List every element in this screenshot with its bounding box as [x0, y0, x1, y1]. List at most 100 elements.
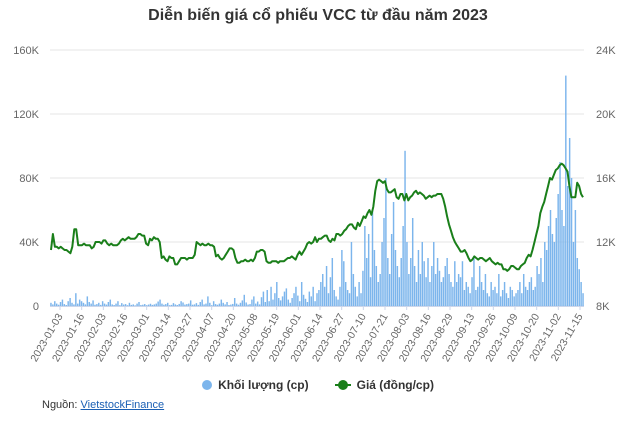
source-link[interactable]: VietstockFinance	[80, 399, 165, 411]
volume-bar	[279, 300, 282, 306]
volume-bar	[220, 299, 223, 306]
volume-bar	[494, 286, 496, 306]
volume-bar	[526, 290, 529, 306]
volume-bar	[482, 290, 485, 306]
volume-bar	[191, 304, 194, 306]
x-axis: 2023-01-032023-01-162023-02-032023-02-16…	[28, 306, 586, 364]
volume-bar	[214, 304, 217, 306]
volume-bar	[480, 282, 483, 306]
volume-bar	[98, 302, 100, 306]
legend: Khối lượng (cp) Giá (đồng/cp)	[0, 378, 636, 392]
volume-bar	[109, 299, 112, 306]
legend-item-price[interactable]: Giá (đồng/cp)	[334, 378, 434, 392]
volume-bar	[434, 274, 437, 306]
volume-bar	[314, 301, 316, 306]
volume-bar	[132, 304, 134, 306]
volume-bar	[268, 301, 270, 306]
volume-bar	[212, 301, 215, 306]
volume-bar	[547, 226, 550, 306]
right-tick-label: 24K	[596, 45, 616, 57]
volume-bar	[54, 301, 56, 306]
volume-bar	[331, 258, 334, 306]
volume-bar	[121, 303, 123, 306]
volume-bar	[113, 305, 115, 306]
volume-bar	[415, 282, 418, 306]
volume-bar	[239, 302, 242, 306]
volume-bar	[568, 138, 571, 306]
volume-bar	[136, 303, 138, 306]
volume-bar	[417, 250, 420, 306]
volume-bar	[308, 291, 311, 306]
volume-bar	[545, 250, 548, 306]
volume-bar	[291, 298, 293, 306]
volume-bar	[235, 303, 238, 306]
left-tick-label: 120K	[13, 109, 39, 121]
volume-bar	[509, 286, 512, 306]
volume-bar	[300, 282, 303, 306]
volume-bar	[310, 296, 312, 306]
volume-bar	[65, 305, 67, 306]
volume-bar	[165, 304, 167, 306]
volume-bar	[119, 305, 121, 306]
volume-bar	[222, 302, 224, 306]
volume-bar	[404, 150, 406, 306]
volume-bar	[67, 301, 69, 306]
volume-bar	[264, 302, 267, 306]
volume-bar	[138, 302, 140, 306]
volume-bar	[323, 286, 326, 306]
volume-bar	[410, 258, 412, 306]
volume-bar	[582, 293, 584, 306]
volume-bar	[134, 305, 136, 306]
volume-bar	[82, 302, 85, 306]
volume-bar	[101, 301, 104, 306]
volume-bar	[224, 304, 226, 306]
price-line	[50, 162, 584, 272]
volume-bar	[302, 294, 305, 306]
volume-bar	[505, 293, 508, 306]
volume-bar	[50, 302, 52, 306]
volume-bar	[339, 286, 341, 306]
volume-bar	[498, 274, 500, 306]
volume-bar	[580, 282, 582, 306]
volume-bar	[84, 304, 87, 306]
volume-bar	[408, 274, 410, 306]
volume-bar	[218, 303, 221, 306]
volume-bar	[563, 226, 565, 306]
volume-bar	[176, 305, 179, 306]
volume-bar	[256, 301, 259, 306]
volume-bar	[232, 303, 234, 306]
volume-bar	[465, 282, 468, 306]
volume-bar	[421, 242, 423, 306]
volume-bar	[312, 286, 314, 306]
volume-bar	[364, 226, 366, 306]
left-tick-label: 0	[33, 301, 39, 313]
volume-bar	[59, 302, 62, 306]
volume-bar	[75, 293, 77, 306]
volume-bar	[348, 293, 351, 306]
volume-bar	[425, 277, 427, 306]
volume-bar	[341, 250, 343, 306]
volume-bar	[144, 304, 146, 306]
volume-bar	[389, 274, 391, 306]
volume-bar	[538, 274, 540, 306]
volume-bar	[444, 266, 446, 306]
volume-bar	[115, 303, 117, 306]
volume-bar	[281, 296, 284, 306]
volume-bar	[572, 242, 575, 306]
volume-bar	[318, 290, 320, 306]
volume-bar	[486, 293, 489, 306]
volume-bar	[383, 218, 385, 306]
volume-bar	[258, 304, 261, 306]
volume-bar	[151, 304, 154, 306]
volume-bar	[153, 304, 156, 306]
volume-bar	[429, 282, 431, 306]
volume-bar	[446, 258, 448, 306]
volume-bar	[230, 304, 232, 306]
volume-bar	[161, 303, 163, 306]
volume-bar	[128, 302, 131, 306]
source-note: Nguồn: VietstockFinance	[42, 399, 164, 411]
legend-item-volume[interactable]: Khối lượng (cp)	[202, 378, 309, 392]
volume-bar	[500, 296, 502, 306]
volume-bar	[86, 296, 89, 306]
volume-bar	[488, 296, 490, 306]
